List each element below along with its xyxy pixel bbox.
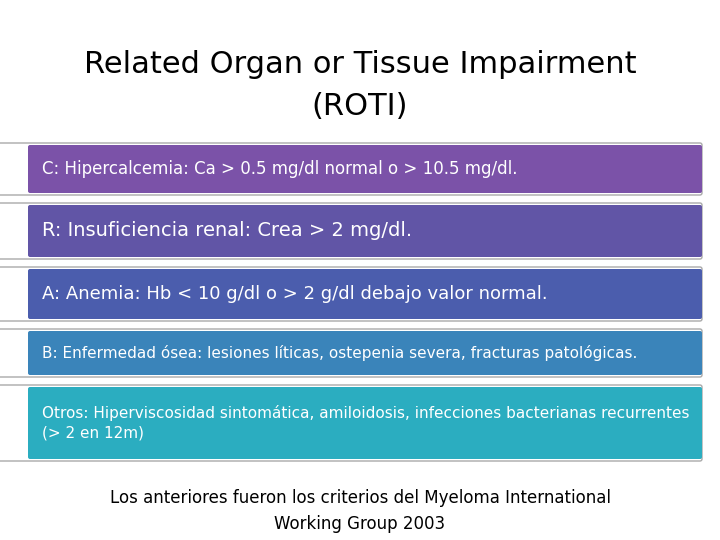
FancyBboxPatch shape — [0, 143, 702, 195]
Text: Related Organ or Tissue Impairment: Related Organ or Tissue Impairment — [84, 50, 636, 79]
Text: Los anteriores fueron los criterios del Myeloma International
Working Group 2003: Los anteriores fueron los criterios del … — [109, 489, 611, 534]
Text: Otros: Hiperviscosidad sintomática, amiloidosis, infecciones bacterianas recurre: Otros: Hiperviscosidad sintomática, amil… — [42, 405, 690, 441]
FancyBboxPatch shape — [0, 203, 702, 259]
FancyBboxPatch shape — [28, 145, 702, 193]
Text: (ROTI): (ROTI) — [312, 92, 408, 121]
Text: A: Anemia: Hb < 10 g/dl o > 2 g/dl debajo valor normal.: A: Anemia: Hb < 10 g/dl o > 2 g/dl debaj… — [42, 285, 548, 303]
FancyBboxPatch shape — [0, 385, 702, 461]
Text: R: Insuficiencia renal: Crea > 2 mg/dl.: R: Insuficiencia renal: Crea > 2 mg/dl. — [42, 221, 412, 240]
FancyBboxPatch shape — [28, 387, 702, 459]
FancyBboxPatch shape — [28, 269, 702, 319]
FancyBboxPatch shape — [0, 329, 702, 377]
Text: B: Enfermedad ósea: lesiones líticas, ostepenia severa, fracturas patológicas.: B: Enfermedad ósea: lesiones líticas, os… — [42, 345, 637, 361]
FancyBboxPatch shape — [28, 331, 702, 375]
Text: C: Hipercalcemia: Ca > 0.5 mg/dl normal o > 10.5 mg/dl.: C: Hipercalcemia: Ca > 0.5 mg/dl normal … — [42, 160, 518, 178]
FancyBboxPatch shape — [0, 267, 702, 321]
FancyBboxPatch shape — [28, 205, 702, 257]
